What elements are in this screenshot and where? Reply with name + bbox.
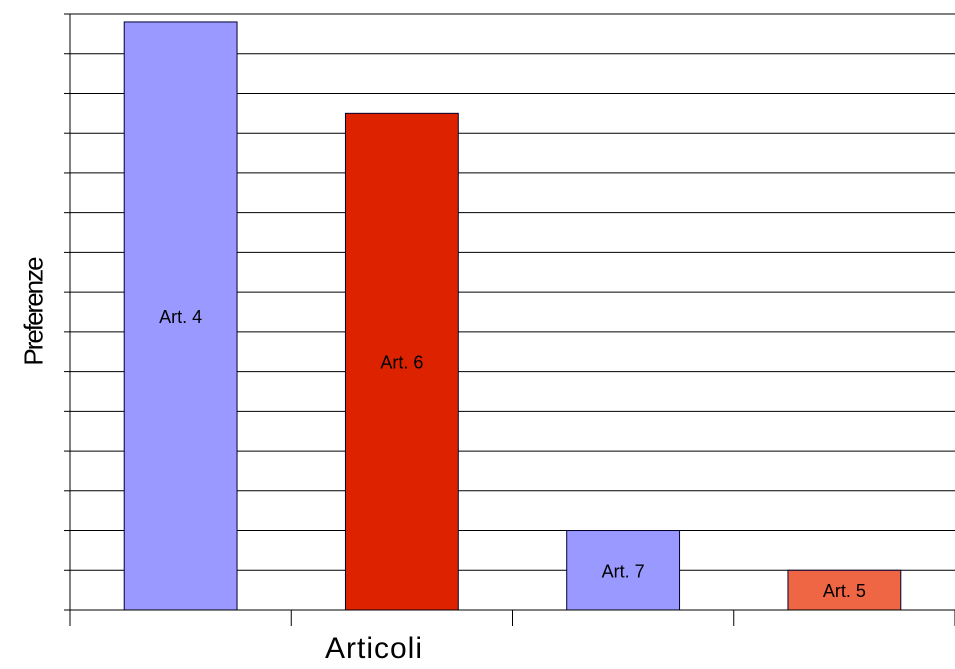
bar-art-6 bbox=[344, 112, 459, 611]
bar-label: Art. 5 bbox=[823, 581, 866, 601]
y-axis-label: Preferenze bbox=[18, 258, 49, 366]
bar-label: Art. 4 bbox=[159, 307, 202, 327]
bar-art-7 bbox=[566, 530, 681, 611]
bars bbox=[123, 21, 902, 611]
bar-label: Art. 7 bbox=[602, 561, 645, 581]
axes bbox=[64, 13, 955, 626]
bar-art-5 bbox=[787, 569, 902, 611]
x-axis-label: Articoli bbox=[324, 632, 424, 665]
bar-art-4 bbox=[123, 21, 238, 611]
bar-labels: Art. 4 Art. 6 Art. 7 Art. 5 bbox=[159, 307, 866, 601]
bar-label: Art. 6 bbox=[380, 353, 423, 373]
